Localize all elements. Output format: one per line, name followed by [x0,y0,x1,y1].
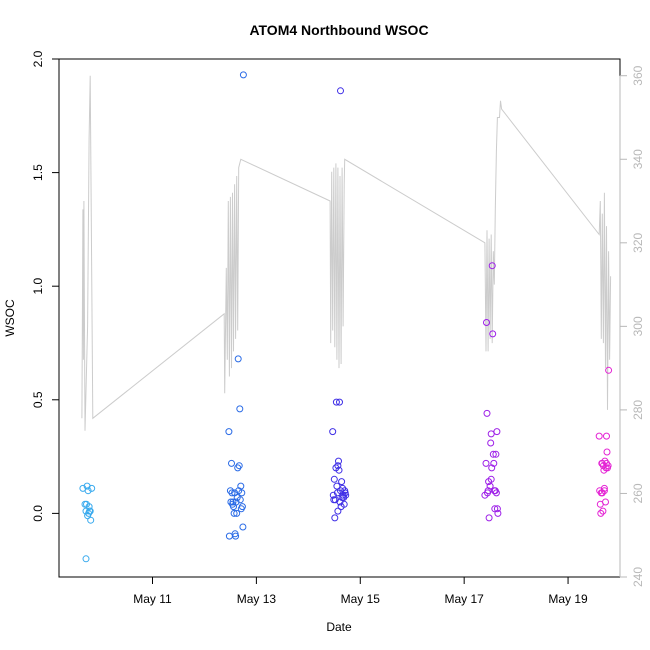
data-point [331,514,339,522]
y2-tick-label: 340 [631,149,645,169]
data-point [330,475,338,483]
data-point [492,450,500,458]
data-point [329,491,337,499]
data-point [340,500,348,508]
data-point [85,503,93,511]
data-point [332,398,340,406]
data-point [87,516,95,524]
y-tick-label: 0.0 [31,505,45,522]
data-point [486,482,494,490]
y2-tick-label: 240 [631,567,645,587]
data-point [335,466,343,474]
x-tick-label: May 17 [444,592,484,606]
y-axis-label: WSOC [3,299,17,337]
data-point [494,509,502,517]
data-point [600,466,608,474]
data-point [234,355,242,363]
data-point [483,409,491,417]
data-point [603,448,611,456]
plot-area [79,71,613,563]
data-point [595,432,603,440]
data-point [239,523,247,531]
data-point [82,555,90,563]
data-point [487,439,495,447]
data-point [336,498,344,506]
data-point [342,491,350,499]
y-tick-label: 2.0 [31,50,45,67]
data-point [88,484,96,492]
data-point [597,509,605,517]
data-point [233,509,241,517]
data-point [490,459,498,467]
data-point [487,430,495,438]
data-point [337,87,344,95]
data-point [336,398,343,406]
data-point [239,71,247,79]
data-point [602,498,609,506]
chart-title: ATOM4 Northbound WSOC [249,22,428,38]
y-tick-label: 1.5 [31,164,45,181]
data-point [493,505,501,513]
data-point [605,366,613,374]
y-axis-left: 0.0 0.5 1.0 1.5 2.0 [31,50,60,522]
data-point [488,464,496,472]
y2-tick-label: 300 [631,316,645,336]
data-point [603,432,610,440]
x-tick-label: May 15 [341,592,381,606]
data-point [484,487,492,495]
data-point [603,459,610,467]
data-point [236,405,244,413]
data-point [340,494,348,501]
data-point [228,489,236,497]
x-tick-label: May 19 [548,592,588,606]
data-point [86,507,94,515]
data-point [232,498,240,506]
data-point [485,514,493,522]
data-point [488,262,496,270]
x-tick-label: May 13 [237,592,277,606]
data-point [598,489,606,497]
data-point [238,489,246,497]
y2-tick-label: 360 [631,65,645,85]
data-point [334,507,342,515]
data-point [599,507,607,515]
data-point [483,319,490,326]
secondary-series-line [81,75,612,431]
y2-tick-label: 260 [631,483,645,503]
data-point [487,475,495,483]
data-point [482,459,490,467]
data-point [493,428,501,436]
data-point [489,330,497,338]
data-point [338,478,346,486]
data-point [228,459,235,467]
y2-tick-label: 280 [631,400,645,420]
y-axis-right: 240 260 280 300 320 340 360 [619,65,645,587]
data-point [233,494,241,501]
y-tick-label: 1.0 [31,278,45,295]
data-point [225,428,233,436]
data-point [335,457,342,465]
data-point [230,509,238,517]
data-point [329,428,337,436]
data-point [235,462,243,470]
data-point [600,487,608,495]
data-point [232,532,240,540]
y2-tick-label: 320 [631,232,645,252]
data-point [334,462,342,470]
data-point [600,484,608,492]
data-point [84,487,92,495]
data-point [225,532,233,540]
data-point [226,487,234,495]
data-point [333,482,341,490]
data-point [489,450,497,458]
x-axis-label: Date [326,620,352,634]
data-point [238,503,246,511]
x-axis: May 11 May 13 May 15 May 17 May 19 [133,576,588,606]
y-tick-label: 0.5 [31,391,45,408]
data-point [492,489,500,497]
data-point [227,498,235,506]
x-tick-label: May 11 [133,592,172,606]
data-point [237,482,245,490]
